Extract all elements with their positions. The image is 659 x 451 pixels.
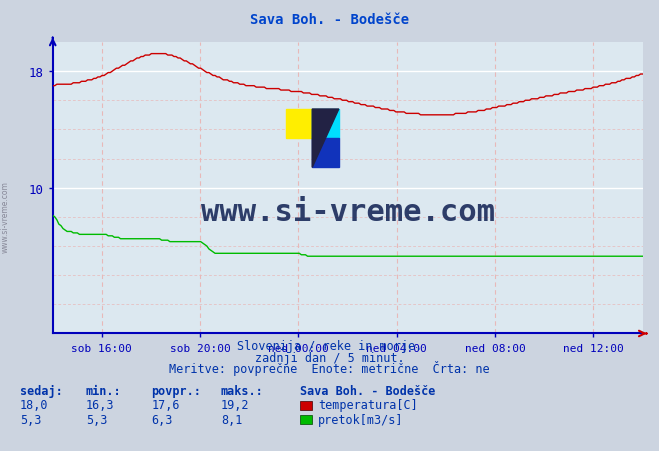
Text: 19,2: 19,2 [221,398,249,411]
Text: 6,3: 6,3 [152,413,173,426]
Text: www.si-vreme.com: www.si-vreme.com [1,180,10,253]
Text: Sava Boh. - Bodešče: Sava Boh. - Bodešče [250,14,409,27]
Bar [312,139,339,168]
Text: pretok[m3/s]: pretok[m3/s] [318,413,404,426]
Text: 5,3: 5,3 [86,413,107,426]
Text: Meritve: povprečne  Enote: metrične  Črta: ne: Meritve: povprečne Enote: metrične Črta:… [169,360,490,375]
Bar [312,110,339,139]
Text: 17,6: 17,6 [152,398,180,411]
Text: 16,3: 16,3 [86,398,114,411]
Text: www.si-vreme.com: www.si-vreme.com [200,197,495,226]
Text: Sava Boh. - Bodešče: Sava Boh. - Bodešče [300,385,435,398]
Text: 18,0: 18,0 [20,398,48,411]
Text: maks.:: maks.: [221,385,264,398]
Text: povpr.:: povpr.: [152,385,202,398]
Text: 8,1: 8,1 [221,413,242,426]
Text: min.:: min.: [86,385,121,398]
Text: zadnji dan / 5 minut.: zadnji dan / 5 minut. [254,351,405,364]
Text: Slovenija / reke in morje.: Slovenija / reke in morje. [237,340,422,353]
Bar [286,110,312,139]
Polygon shape [312,110,339,168]
Text: 5,3: 5,3 [20,413,41,426]
Text: sedaj:: sedaj: [20,385,63,398]
Text: temperatura[C]: temperatura[C] [318,398,418,411]
